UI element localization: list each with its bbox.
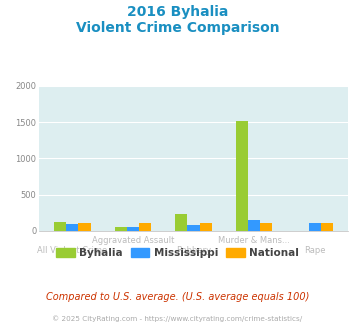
Text: © 2025 CityRating.com - https://www.cityrating.com/crime-statistics/: © 2025 CityRating.com - https://www.city… — [53, 315, 302, 322]
Bar — [236, 121, 248, 231]
Text: All Violent Crime: All Violent Crime — [37, 246, 108, 255]
Bar — [175, 214, 187, 231]
Bar — [78, 223, 91, 231]
Bar — [115, 227, 127, 231]
Text: Violent Crime Comparison: Violent Crime Comparison — [76, 21, 279, 35]
Text: 2016 Byhalia: 2016 Byhalia — [127, 5, 228, 19]
Bar — [260, 223, 272, 231]
Bar — [127, 227, 139, 231]
Bar — [248, 220, 260, 231]
Bar — [321, 223, 333, 231]
Bar — [200, 223, 212, 231]
Bar — [139, 223, 151, 231]
Bar — [54, 221, 66, 231]
Text: Aggravated Assault: Aggravated Assault — [92, 236, 174, 245]
Legend: Byhalia, Mississippi, National: Byhalia, Mississippi, National — [52, 244, 303, 262]
Text: Robbery: Robbery — [176, 246, 211, 255]
Bar — [308, 223, 321, 231]
Bar — [187, 225, 200, 231]
Text: Murder & Mans...: Murder & Mans... — [218, 236, 290, 245]
Bar — [66, 224, 78, 231]
Text: Rape: Rape — [304, 246, 325, 255]
Text: Compared to U.S. average. (U.S. average equals 100): Compared to U.S. average. (U.S. average … — [46, 292, 309, 302]
